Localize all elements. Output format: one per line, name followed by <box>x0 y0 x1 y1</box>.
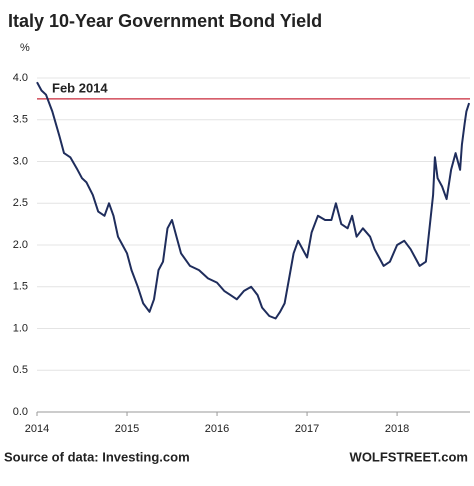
y-tick-label: 3.0 <box>13 155 28 167</box>
y-axis-label: % <box>20 42 30 54</box>
y-tick-label: 4.0 <box>13 72 28 84</box>
x-tick-label: 2017 <box>295 423 319 435</box>
chart-title: Italy 10-Year Government Bond Yield <box>8 11 322 31</box>
y-tick-label: 3.5 <box>13 114 28 126</box>
y-tick-label: 0.0 <box>13 406 28 418</box>
y-tick-label: 0.5 <box>13 364 28 376</box>
x-tick-label: 2018 <box>385 423 409 435</box>
reference-label: Feb 2014 <box>52 80 108 95</box>
y-tick-label: 1.0 <box>13 322 28 334</box>
y-tick-label: 2.0 <box>13 239 28 251</box>
x-tick-label: 2015 <box>115 423 139 435</box>
source: Source of data: Investing.com <box>4 449 190 464</box>
credit: WOLFSTREET.com <box>350 449 468 464</box>
y-tick-label: 1.5 <box>13 281 28 293</box>
data-line <box>36 81 471 320</box>
x-tick-label: 2014 <box>25 423 49 435</box>
x-tick-label: 2016 <box>205 423 229 435</box>
y-tick-label: 2.5 <box>13 197 28 209</box>
